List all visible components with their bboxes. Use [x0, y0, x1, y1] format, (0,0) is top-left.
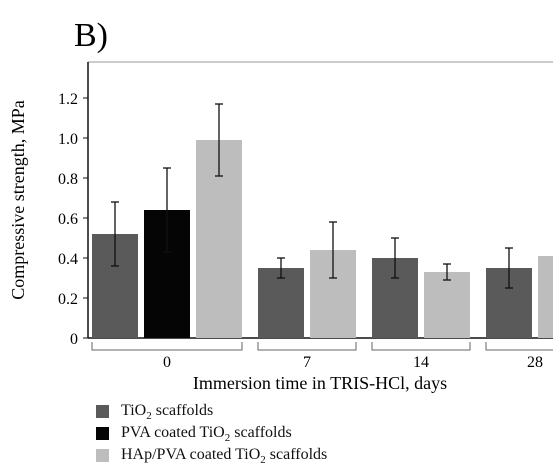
y-tick-label: 1.0 — [58, 131, 78, 148]
group-bracket — [485, 342, 553, 351]
legend-swatch — [96, 404, 109, 418]
group-bracket — [257, 342, 357, 351]
legend-item-hap-pva: HAp/PVA coated TiO2 scaffolds — [96, 444, 327, 466]
group-bracket — [91, 342, 243, 351]
legend-label: TiO2 scaffolds — [121, 401, 214, 422]
error-bars — [111, 103, 513, 289]
x-tick-label: 0 — [163, 354, 171, 371]
x-tick-label: 14 — [413, 354, 429, 371]
y-tick-label: 0.8 — [58, 171, 78, 188]
y-tick-label: 0 — [70, 331, 78, 348]
y-tick-label: 1.2 — [58, 91, 78, 108]
bar-7-s0 — [258, 268, 304, 338]
x-groups: 0 7 14 28 — [91, 342, 553, 371]
y-ticks: 0 0.2 0.4 0.6 0.8 1.0 1.2 — [58, 91, 88, 348]
bar-14-s2 — [424, 272, 470, 338]
x-tick-label: 28 — [527, 354, 543, 371]
legend: TiO2 scaffolds PVA coated TiO2 scaffolds… — [96, 400, 327, 466]
y-tick-label: 0.4 — [58, 251, 78, 268]
legend-item-tio2: TiO2 scaffolds — [96, 400, 327, 422]
bar-28-s2 — [538, 256, 553, 338]
bars — [92, 140, 553, 338]
chart: B) 0 0.2 0.4 0.6 0.8 1.0 1.2 0 7 14 28 Compressiv… — [8, 17, 553, 393]
legend-item-pva: PVA coated TiO2 scaffolds — [96, 422, 327, 444]
legend-swatch — [96, 448, 109, 462]
y-axis-label: Compressive strength, MPa — [8, 100, 28, 300]
group-bracket — [371, 342, 471, 351]
x-axis-label: Immersion time in TRIS-HCl, days — [193, 373, 447, 393]
legend-swatch — [96, 426, 109, 440]
y-tick-label: 0.2 — [58, 291, 78, 308]
y-tick-label: 0.6 — [58, 211, 78, 228]
legend-label: PVA coated TiO2 scaffolds — [121, 423, 292, 444]
legend-label: HAp/PVA coated TiO2 scaffolds — [121, 445, 328, 466]
panel-label: B) — [74, 17, 108, 54]
x-tick-label: 7 — [303, 354, 311, 371]
